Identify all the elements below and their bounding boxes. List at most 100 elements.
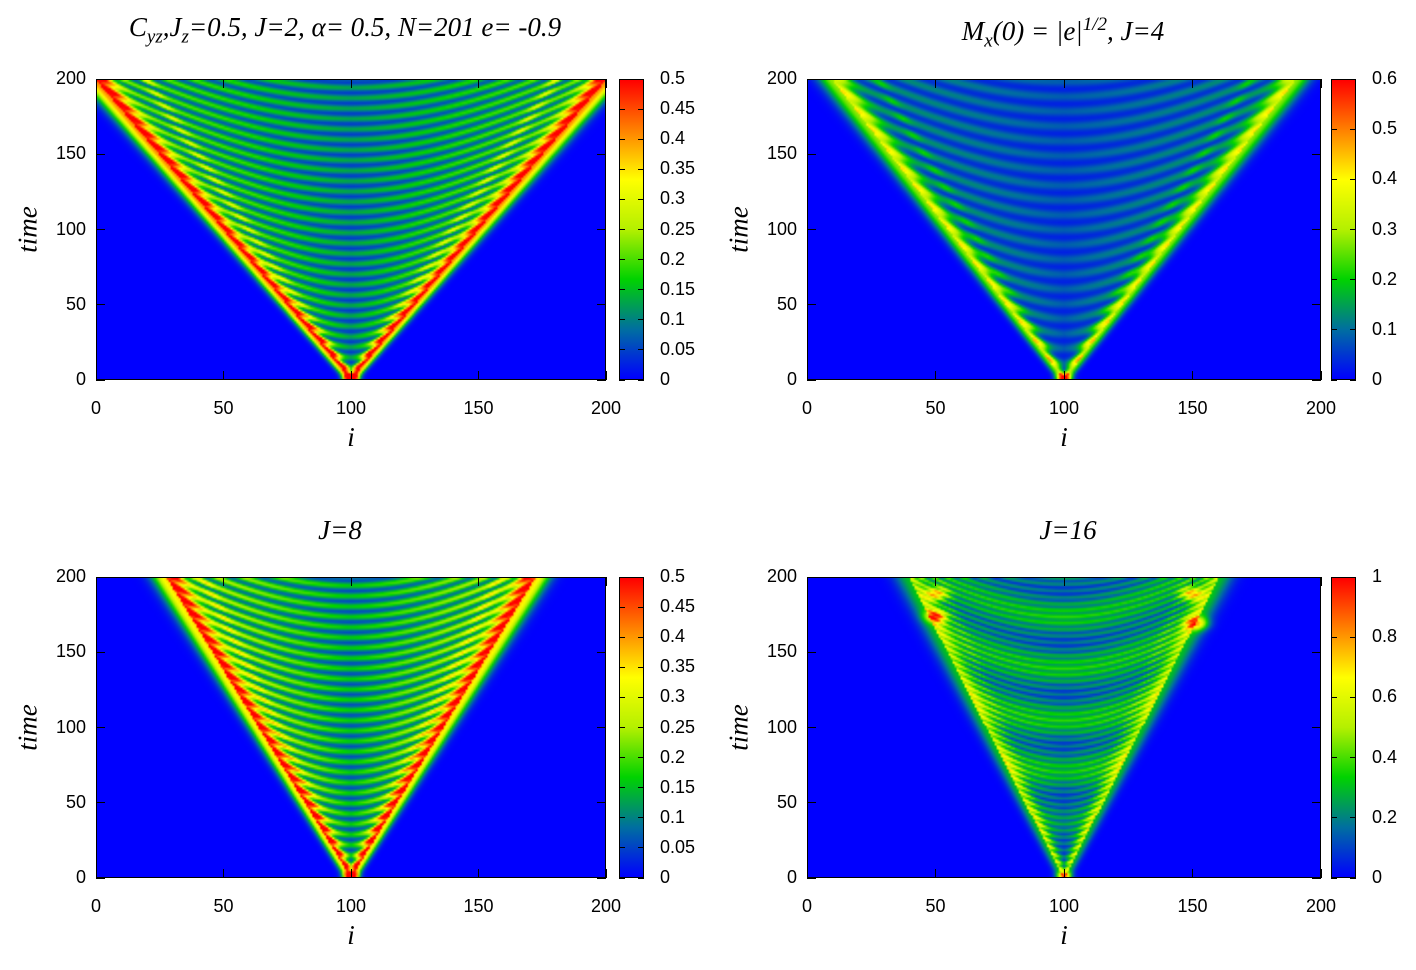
colorbar-label: 0.6 (1372, 686, 1398, 707)
colorbar-tick-right (638, 817, 644, 819)
colorbar-tick-right (638, 606, 644, 608)
x-tick-label: 150 (1177, 896, 1208, 916)
colorbar-tick (619, 757, 625, 759)
title-part: C (128, 12, 147, 42)
x-tick-mark-top (935, 577, 936, 586)
heatmap-canvas (808, 578, 1320, 877)
x-tick-mark (935, 869, 936, 878)
colorbar-tick (1331, 757, 1337, 759)
x-tick-mark-top (1320, 79, 1322, 88)
x-tick-label: 0 (801, 896, 812, 916)
y-tick-label: 150 (766, 641, 797, 662)
x-tick-mark-top (1192, 79, 1193, 88)
x-tick-mark (1320, 371, 1322, 380)
colorbar-tick (619, 108, 625, 110)
colorbar-label: 0.1 (1372, 318, 1398, 339)
colorbar (1331, 577, 1356, 878)
panel-title: J=16 (738, 515, 1398, 546)
y-axis-label: time (12, 205, 43, 253)
y-tick-mark-right (1312, 651, 1321, 653)
colorbar-label: 0.4 (660, 626, 686, 647)
colorbar-label: 0.5 (660, 68, 686, 88)
colorbar-tick (1331, 178, 1337, 180)
x-tick-label: 50 (925, 896, 946, 916)
x-tick-mark (478, 371, 479, 380)
heatmap-plot (807, 577, 1321, 878)
y-tick-mark (96, 78, 105, 80)
x-tick-mark (935, 371, 936, 380)
y-tick-mark-right (597, 727, 606, 728)
y-tick-mark-right (1312, 576, 1321, 578)
x-tick-mark-top (1063, 79, 1065, 88)
colorbar-label: 0.1 (660, 308, 686, 329)
colorbar-label: 0.15 (660, 278, 696, 299)
colorbar-tick-right (638, 198, 644, 200)
y-tick-mark (807, 379, 816, 381)
x-tick-mark (478, 869, 479, 878)
colorbar-tick (1331, 128, 1337, 130)
y-tick-mark (807, 651, 816, 653)
colorbar-label: 0.5 (1372, 118, 1398, 139)
colorbar-tick (619, 847, 625, 849)
colorbar-label: 0.2 (1372, 268, 1398, 289)
y-tick-mark-right (1312, 78, 1321, 80)
colorbar-tick (619, 319, 625, 321)
y-tick-mark (96, 576, 105, 578)
heatmap-canvas (97, 578, 605, 877)
colorbar-label: 0 (660, 369, 671, 389)
y-tick-mark-right (597, 78, 606, 80)
x-tick-mark-top (350, 577, 352, 586)
panel-title: J=8 (10, 515, 670, 546)
y-tick-mark-right (1312, 229, 1321, 230)
colorbar-tick-right (1350, 329, 1356, 331)
y-tick-label: 50 (65, 791, 86, 812)
y-tick-mark (96, 153, 105, 155)
colorbar-tick (619, 787, 625, 789)
title-part: z (181, 26, 189, 48)
x-tick-mark (1192, 869, 1193, 878)
colorbar-tick (619, 636, 625, 638)
y-tick-mark-right (1312, 304, 1321, 306)
x-tick-mark (806, 371, 808, 380)
y-tick-label: 50 (776, 791, 797, 812)
x-tick-label: 100 (335, 896, 367, 916)
colorbar-label: 0.25 (660, 716, 696, 737)
colorbar-tick-right (638, 727, 644, 728)
colorbar-label: 0.25 (660, 218, 696, 239)
y-tick-mark (96, 379, 105, 381)
x-tick-label: 50 (213, 896, 234, 916)
colorbar-tick-right (1350, 229, 1356, 230)
x-tick-label: 200 (1305, 398, 1337, 418)
colorbar-tick-right (638, 78, 644, 80)
colorbar-label: 0 (1372, 369, 1383, 389)
x-tick-label: 50 (925, 398, 946, 418)
colorbar-label: 0.6 (1372, 68, 1398, 88)
y-tick-mark (96, 304, 105, 306)
colorbar-tick-right (638, 787, 644, 789)
colorbar-label: 0.5 (660, 566, 686, 586)
x-tick-mark-top (806, 79, 808, 88)
colorbar-tick (619, 379, 625, 381)
y-tick-label: 100 (766, 218, 797, 239)
x-tick-mark (605, 371, 607, 380)
colorbar-tick (619, 666, 625, 668)
x-tick-mark (806, 869, 808, 878)
x-tick-label: 0 (801, 398, 812, 418)
colorbar-tick-right (1350, 379, 1356, 381)
colorbar-label: 0.4 (1372, 168, 1398, 189)
colorbar-tick-right (638, 877, 644, 879)
heatmap-canvas (97, 80, 605, 379)
x-tick-mark-top (478, 79, 479, 88)
colorbar-label: 0.3 (660, 686, 686, 707)
heatmap-plot (96, 577, 606, 878)
y-axis-label: time (12, 703, 43, 751)
x-tick-mark-top (605, 577, 607, 586)
colorbar-tick (1331, 329, 1337, 331)
title-part: J=16 (1039, 515, 1097, 545)
colorbar-label: 0.05 (660, 338, 696, 359)
colorbar-label: 0.35 (660, 158, 696, 179)
colorbar-tick (1331, 78, 1337, 80)
y-tick-mark-right (1312, 153, 1321, 155)
y-tick-label: 150 (766, 143, 797, 164)
colorbar-tick-right (1350, 696, 1356, 698)
